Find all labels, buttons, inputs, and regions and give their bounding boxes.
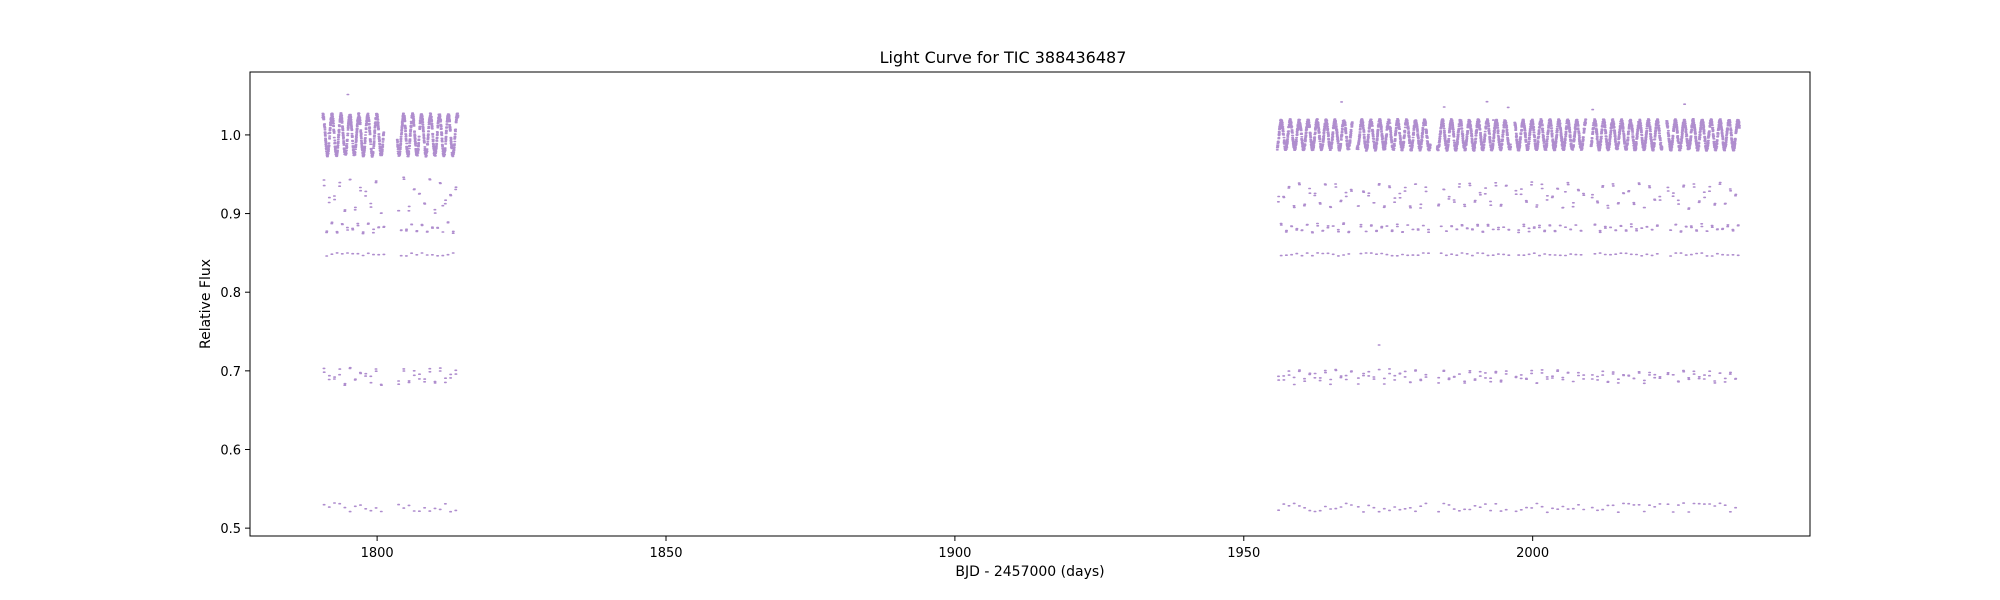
x-tick-label: 1850	[649, 546, 682, 561]
y-tick-label: 0.7	[220, 365, 241, 380]
y-tick-label: 0.5	[220, 522, 241, 537]
y-tick-label: 0.9	[220, 208, 241, 223]
y-axis-label: Relative Flux	[198, 259, 214, 349]
chart-title: Light Curve for TIC 388436487	[880, 48, 1127, 67]
y-tick-label: 1.0	[220, 129, 241, 144]
x-tick-label: 2000	[1516, 546, 1549, 561]
y-axis: 0.5 0.6 0.7 0.8 0.9 1.0	[220, 129, 250, 537]
x-tick-label: 1950	[1227, 546, 1260, 561]
x-axis: 1800 1850 1900 1950 2000	[361, 536, 1549, 561]
x-tick-label: 1800	[361, 546, 394, 561]
y-tick-label: 0.8	[220, 286, 241, 301]
y-tick-label: 0.6	[220, 443, 241, 458]
x-tick-label: 1900	[938, 546, 971, 561]
plot-frame	[249, 71, 1811, 537]
x-axis-label: BJD - 2457000 (days)	[955, 564, 1104, 580]
data-points	[321, 93, 1741, 514]
flux-points	[321, 93, 1741, 514]
